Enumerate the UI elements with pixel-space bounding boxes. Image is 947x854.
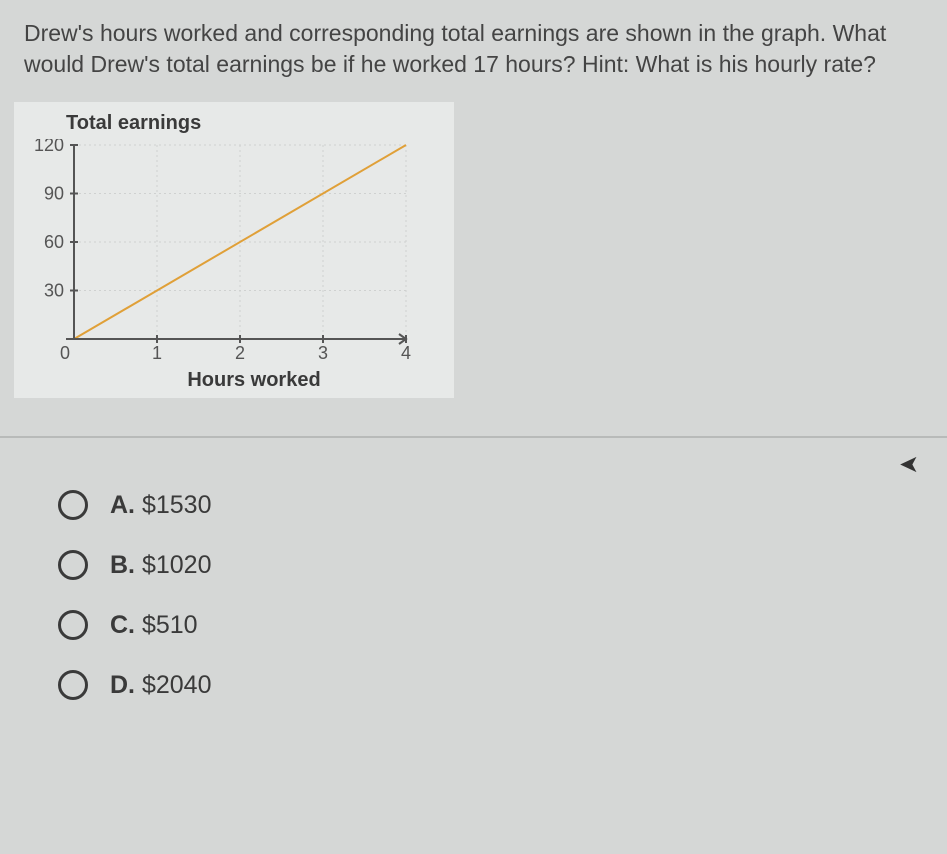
option-letter: A.	[110, 491, 135, 519]
svg-text:3: 3	[318, 343, 328, 363]
option-text: D. $2040	[110, 671, 211, 700]
section-divider	[0, 436, 947, 438]
svg-text:60: 60	[44, 232, 64, 252]
svg-text:1: 1	[152, 343, 162, 363]
radio-icon	[58, 610, 88, 640]
chart-title: Total earnings	[24, 112, 444, 139]
chart-panel: Total earnings 0 1 2 3 4 30 60 90 120 Hours work…	[14, 102, 454, 398]
cursor-icon: ➤	[899, 450, 919, 479]
svg-text:0: 0	[60, 343, 70, 363]
option-value: $510	[142, 611, 198, 639]
option-a[interactable]: A. $1530	[58, 490, 947, 520]
svg-text:2: 2	[235, 343, 245, 363]
x-axis-label: Hours worked	[24, 367, 444, 392]
option-letter: D.	[110, 671, 135, 699]
option-value: $2040	[142, 671, 212, 699]
question-text: Drew's hours worked and corresponding to…	[0, 0, 947, 92]
answer-options: A. $1530 B. $1020 C. $510 D. $2040	[0, 452, 947, 700]
svg-text:30: 30	[44, 281, 64, 301]
option-letter: B.	[110, 551, 135, 579]
svg-text:4: 4	[401, 343, 411, 363]
radio-icon	[58, 550, 88, 580]
option-text: C. $510	[110, 611, 198, 640]
svg-text:120: 120	[34, 139, 64, 155]
radio-icon	[58, 670, 88, 700]
earnings-chart: 0 1 2 3 4 30 60 90 120	[24, 139, 424, 367]
option-text: B. $1020	[110, 551, 211, 580]
option-letter: C.	[110, 611, 135, 639]
option-b[interactable]: B. $1020	[58, 550, 947, 580]
option-c[interactable]: C. $510	[58, 610, 947, 640]
radio-icon	[58, 490, 88, 520]
option-text: A. $1530	[110, 491, 211, 520]
option-value: $1020	[142, 551, 212, 579]
option-d[interactable]: D. $2040	[58, 670, 947, 700]
svg-text:90: 90	[44, 184, 64, 204]
option-value: $1530	[142, 491, 212, 519]
